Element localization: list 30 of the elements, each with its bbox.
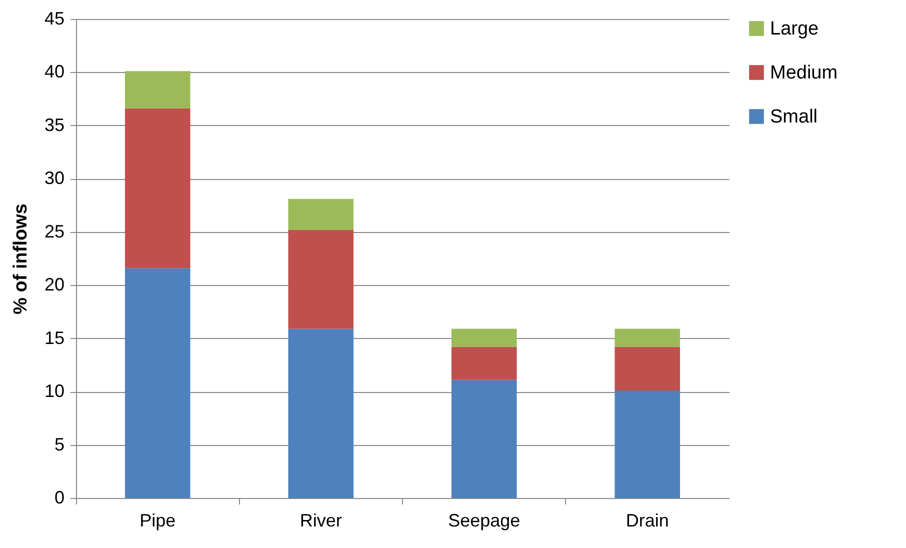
- x-tick-label: Pipe: [140, 510, 176, 530]
- x-tick-label: Drain: [626, 510, 669, 530]
- bar: [288, 198, 354, 230]
- y-tick-label: 45: [44, 8, 64, 28]
- bar: [614, 346, 680, 390]
- y-tick-label: 10: [44, 381, 64, 402]
- legend-label: Medium: [770, 62, 838, 84]
- y-tick-label: 30: [44, 168, 64, 188]
- bar: [451, 346, 517, 380]
- bar: [124, 268, 190, 498]
- x-tick-label: River: [300, 510, 342, 530]
- y-tick-label: 40: [44, 62, 64, 82]
- x-tick-label: Seepage: [448, 510, 520, 530]
- y-tick-label: 35: [44, 114, 64, 135]
- y-tick-label: 25: [44, 221, 64, 242]
- bar: [614, 328, 680, 347]
- legend-label: Small: [770, 106, 818, 128]
- bar: [288, 328, 354, 498]
- bar: [451, 380, 517, 498]
- y-tick-label: 0: [54, 488, 64, 508]
- y-tick-label: 15: [44, 328, 64, 348]
- bar: [614, 390, 680, 498]
- bar: [124, 71, 190, 108]
- y-tick-label: 5: [54, 434, 64, 454]
- y-tick-label: 20: [44, 274, 64, 295]
- bar: [124, 108, 190, 268]
- y-axis-title: % of inflows: [10, 204, 32, 314]
- legend-label: Large: [770, 18, 819, 40]
- bar: [451, 328, 517, 347]
- bar: [288, 230, 354, 329]
